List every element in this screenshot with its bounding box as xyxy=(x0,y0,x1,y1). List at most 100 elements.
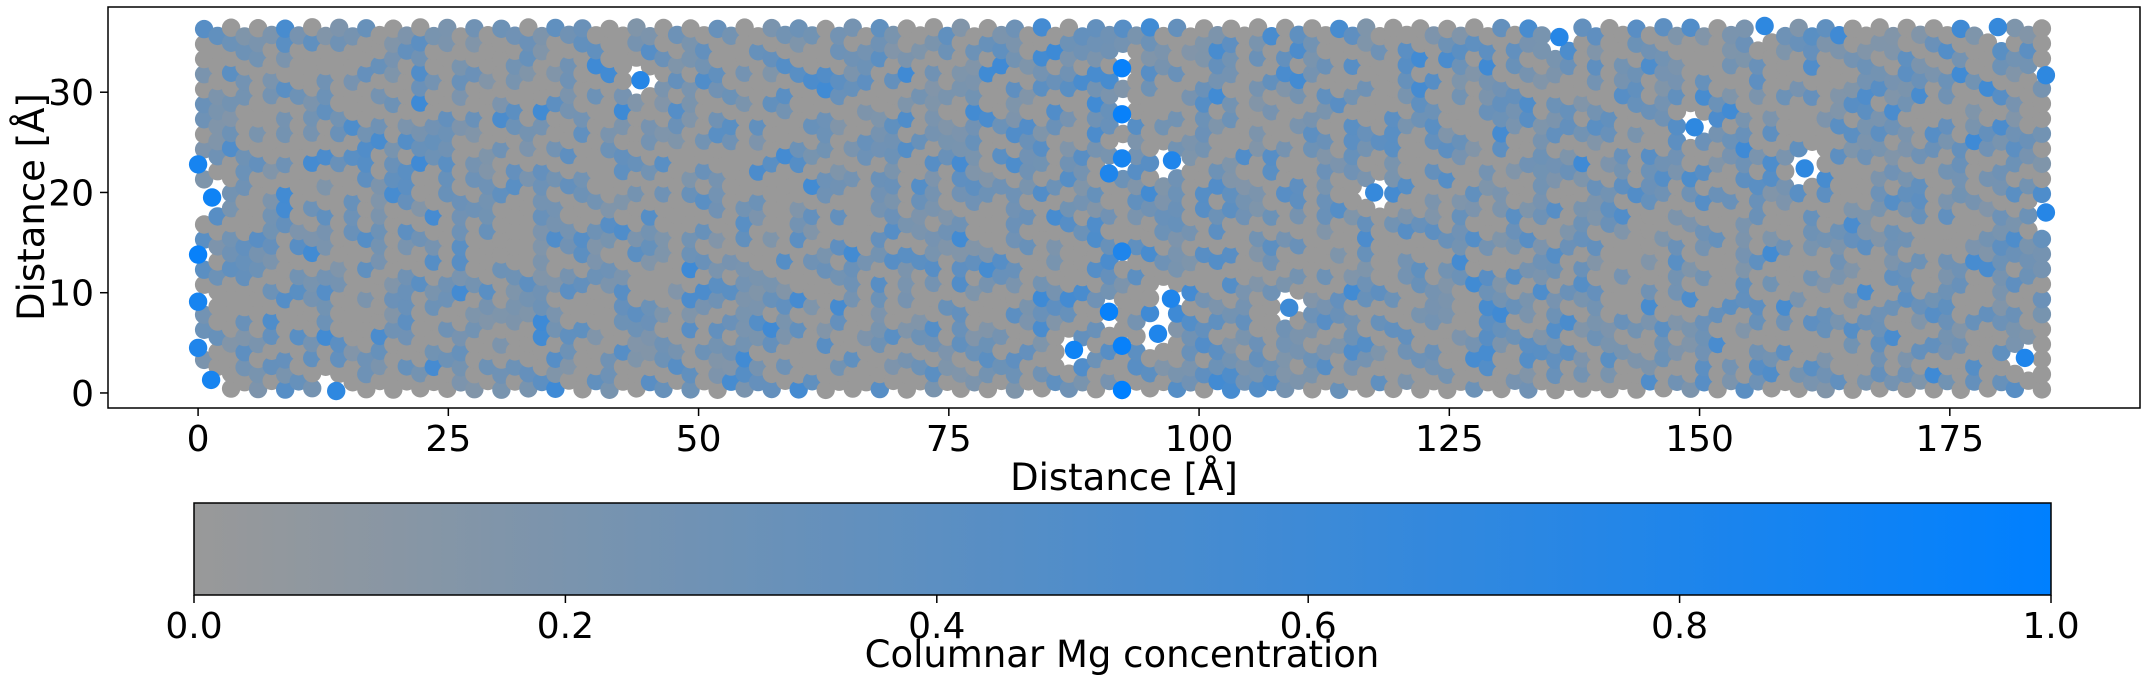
y-tick-label: 0 xyxy=(71,374,94,415)
atom-column xyxy=(654,319,673,338)
atom-column xyxy=(2032,244,2052,264)
atom-column xyxy=(546,139,565,158)
atom-column xyxy=(654,124,673,143)
atom-column xyxy=(276,380,295,399)
atom-column xyxy=(748,297,768,317)
mg-rich-column xyxy=(1550,27,1569,47)
atom-column xyxy=(654,199,673,218)
atom-column xyxy=(451,192,470,212)
x-tick-label: 25 xyxy=(425,419,471,460)
atom-column xyxy=(681,380,700,399)
atom-column xyxy=(248,379,268,399)
atom-column xyxy=(1992,342,2011,362)
atom-column xyxy=(1559,177,1579,196)
atom-column xyxy=(1627,380,1646,399)
atom-column xyxy=(546,214,565,233)
atom-column xyxy=(1262,342,1281,362)
atom-column xyxy=(748,222,768,241)
atom-column xyxy=(1221,380,1241,399)
atom-column xyxy=(1965,372,1984,391)
atom-column xyxy=(2032,139,2052,158)
atom-column xyxy=(248,214,268,233)
atom-column xyxy=(1154,177,1173,196)
atom-column xyxy=(343,282,362,302)
atom-column xyxy=(343,27,362,46)
atom-column xyxy=(2032,380,2052,399)
atom-column xyxy=(1154,237,1173,256)
atom-column xyxy=(451,162,470,182)
mg-rich-column xyxy=(2036,66,2056,85)
atom-column xyxy=(546,33,565,53)
atom-column xyxy=(1262,372,1281,392)
atom-column xyxy=(1140,303,1160,323)
atom-column xyxy=(1154,26,1173,46)
atom-column xyxy=(748,72,768,91)
atom-column xyxy=(1965,222,1984,241)
colorbar-gradient xyxy=(194,503,2051,595)
atom-column xyxy=(951,18,970,37)
atom-column xyxy=(1667,222,1687,241)
atom-column xyxy=(1573,18,1592,37)
atom-column xyxy=(1667,162,1687,181)
atom-column xyxy=(2005,379,2025,399)
mg-rich-column xyxy=(1148,324,1168,343)
atom-column xyxy=(1965,41,1984,60)
colorbar-tick-label: 0.2 xyxy=(537,606,594,647)
x-tick-label: 0 xyxy=(187,419,210,460)
atom-column xyxy=(451,72,470,91)
atom-column xyxy=(1667,312,1687,331)
atom-column xyxy=(1965,207,1984,226)
atom-column xyxy=(857,57,876,76)
atom-column xyxy=(1735,380,1754,399)
atom-column xyxy=(1100,116,1119,135)
colorbar-tick-label: 0.0 xyxy=(165,606,222,647)
atom-column xyxy=(1357,18,1376,37)
atom-column xyxy=(1262,132,1281,151)
mg-rich-column xyxy=(1161,289,1181,308)
atom-column xyxy=(654,94,673,113)
atom-column xyxy=(1262,252,1281,271)
atom-column xyxy=(343,313,362,332)
atom-column xyxy=(1127,312,1146,331)
atom-column xyxy=(221,18,241,37)
atom-column xyxy=(857,373,876,392)
atom-column xyxy=(1262,237,1281,256)
atom-column xyxy=(857,177,876,196)
x-tick-label: 50 xyxy=(676,419,722,460)
atom-column xyxy=(1667,372,1687,391)
atom-column xyxy=(857,327,876,347)
atom-column xyxy=(1667,132,1687,151)
atom-column xyxy=(1154,72,1173,91)
mg-rich-column xyxy=(1099,302,1119,321)
atom-column xyxy=(1357,198,1376,218)
atom-column xyxy=(1870,18,1889,37)
atom-column xyxy=(1965,71,1984,91)
mg-rich-column xyxy=(188,292,208,311)
atom-column xyxy=(1776,147,1795,166)
atom-column xyxy=(1843,380,1862,399)
atom-column xyxy=(1154,41,1173,61)
atom-column xyxy=(1262,177,1281,196)
atom-column xyxy=(2032,154,2052,173)
atom-column xyxy=(1667,177,1687,196)
atom-column xyxy=(343,57,362,76)
atom-column xyxy=(343,132,362,151)
atom-column xyxy=(870,379,889,399)
atom-column xyxy=(748,57,768,76)
atom-column xyxy=(857,312,876,332)
atom-column xyxy=(1654,18,1673,37)
atom-column xyxy=(1667,342,1687,361)
atom-column xyxy=(1789,18,1808,38)
atom-column xyxy=(1667,86,1687,106)
atom-column xyxy=(748,267,768,287)
atom-column xyxy=(1559,101,1579,121)
mg-rich-column xyxy=(1795,159,1814,178)
atom-column xyxy=(789,380,808,399)
atom-column xyxy=(748,327,768,347)
atom-column xyxy=(1559,282,1579,301)
mg-rich-column xyxy=(631,71,650,90)
atom-column xyxy=(1965,131,1984,151)
mg-rich-column xyxy=(188,245,208,264)
atom-column xyxy=(546,349,565,368)
atom-column xyxy=(1100,71,1119,90)
